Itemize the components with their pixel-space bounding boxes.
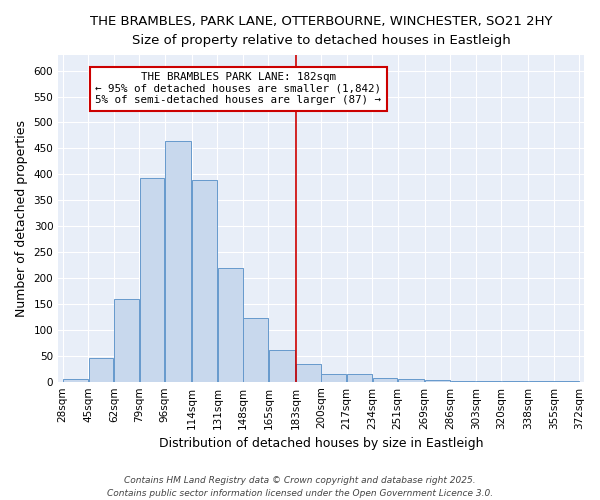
Bar — [63, 379, 88, 382]
Bar — [476, 380, 501, 382]
X-axis label: Distribution of detached houses by size in Eastleigh: Distribution of detached houses by size … — [159, 437, 484, 450]
Bar — [554, 381, 579, 382]
Bar — [347, 374, 372, 382]
Bar — [322, 374, 346, 382]
Bar — [502, 381, 528, 382]
Bar — [373, 378, 397, 382]
Bar — [218, 268, 242, 382]
Bar — [89, 358, 113, 382]
Bar — [140, 178, 164, 382]
Bar — [398, 378, 424, 382]
Bar — [192, 180, 217, 382]
Bar — [296, 364, 321, 382]
Title: THE BRAMBLES, PARK LANE, OTTERBOURNE, WINCHESTER, SO21 2HY
Size of property rela: THE BRAMBLES, PARK LANE, OTTERBOURNE, WI… — [90, 15, 553, 47]
Bar — [244, 318, 268, 382]
Bar — [269, 350, 295, 382]
Y-axis label: Number of detached properties: Number of detached properties — [15, 120, 28, 317]
Text: Contains HM Land Registry data © Crown copyright and database right 2025.
Contai: Contains HM Land Registry data © Crown c… — [107, 476, 493, 498]
Bar — [114, 298, 139, 382]
Bar — [425, 380, 450, 382]
Text: THE BRAMBLES PARK LANE: 182sqm
← 95% of detached houses are smaller (1,842)
5% o: THE BRAMBLES PARK LANE: 182sqm ← 95% of … — [95, 72, 382, 106]
Bar — [529, 381, 554, 382]
Bar — [165, 140, 191, 382]
Bar — [451, 380, 475, 382]
